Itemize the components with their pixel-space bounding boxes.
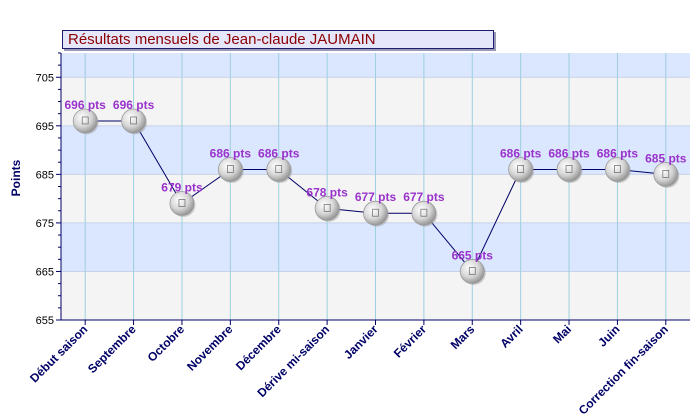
x-tick-label: Juin	[595, 322, 622, 349]
x-tick-label: Début saison	[27, 322, 90, 385]
data-label: 686 pts	[258, 147, 300, 161]
data-point-marker	[314, 195, 341, 222]
x-tick-label: Septembre	[85, 322, 139, 376]
x-tick-label: Janvier	[341, 322, 381, 362]
x-tick-label: Février	[391, 322, 429, 360]
chart-title: Résultats mensuels de Jean-claude JAUMAI…	[68, 31, 376, 48]
data-point-marker	[556, 157, 583, 184]
data-point-marker	[169, 191, 196, 217]
x-tick-label: Décembre	[233, 322, 284, 373]
data-label: 686 pts	[548, 147, 590, 161]
x-tick-label: Novembre	[184, 322, 236, 374]
data-point-marker	[653, 161, 680, 188]
data-label: 677 pts	[355, 190, 397, 204]
data-point-marker	[217, 157, 244, 184]
y-tick-label: 685	[36, 169, 54, 181]
data-label: 686 pts	[597, 147, 639, 161]
y-tick-label: 655	[36, 315, 54, 327]
data-label: 685 pts	[645, 151, 687, 165]
data-label: 665 pts	[452, 248, 494, 262]
x-tick-label: Mai	[550, 322, 574, 346]
y-tick-label: 695	[36, 121, 54, 133]
data-label: 686 pts	[210, 147, 252, 161]
data-point-marker	[508, 157, 535, 184]
y-tick-label: 705	[36, 72, 54, 84]
data-point-marker	[411, 200, 438, 227]
data-point-marker	[459, 259, 486, 285]
x-tick-label: Octobre	[145, 322, 188, 365]
data-label: 696 pts	[65, 98, 107, 112]
data-label: 679 pts	[161, 180, 203, 194]
data-point-marker	[363, 200, 389, 227]
y-tick-label: 665	[36, 266, 54, 278]
y-tick-label: 675	[36, 218, 54, 230]
data-label: 686 pts	[500, 147, 542, 161]
data-label: 696 pts	[113, 98, 155, 112]
y-axis-label: Points	[9, 159, 23, 196]
x-tick-label: Avril	[497, 322, 525, 350]
data-point-marker	[121, 108, 148, 135]
x-tick-label: Correction fin-saison	[576, 322, 671, 417]
data-label: 678 pts	[306, 185, 348, 199]
data-point-marker	[266, 157, 293, 184]
data-point-marker	[605, 157, 631, 184]
chart-title-box: Résultats mensuels de Jean-claude JAUMAI…	[62, 30, 494, 49]
x-tick-label: Mars	[448, 322, 478, 352]
data-label: 677 pts	[403, 190, 445, 204]
data-point-marker	[72, 108, 99, 135]
